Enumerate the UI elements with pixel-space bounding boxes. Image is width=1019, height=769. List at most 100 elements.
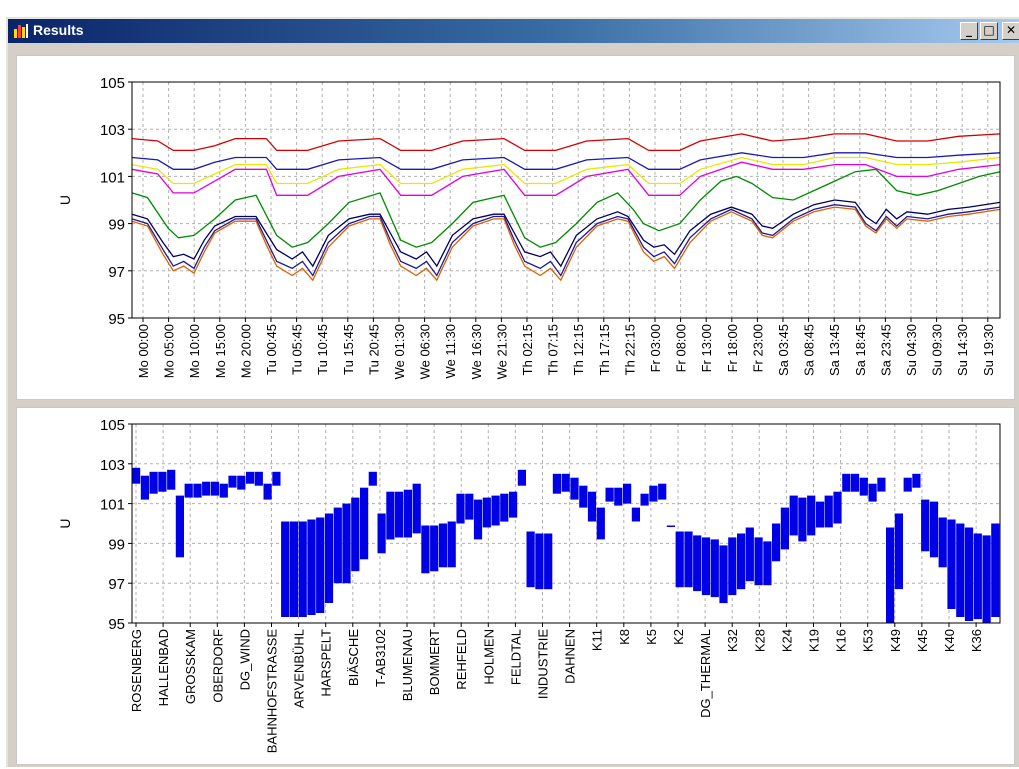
voltage-range-bar [149,471,158,494]
voltage-range-bar [728,537,737,596]
x-tick-label: FELDTAL [508,629,523,685]
y-tick-label: 101 [100,497,125,514]
voltage-range-bar [859,477,868,496]
voltage-range-bar [807,495,816,536]
voltage-range-bar [579,485,588,508]
voltage-range-bar [824,495,833,528]
voltage-range-bar [982,535,991,623]
voltage-range-bar [789,495,798,536]
y-tick-label: 99 [108,536,125,553]
x-tick-label: REHFELD [454,629,469,690]
plot-border [131,423,1001,624]
x-tick-label: Sa 03:45 [776,324,791,376]
voltage-range-bar [772,523,781,562]
voltage-range-bar [342,503,351,584]
x-tick-label: Fr 23:00 [750,324,765,372]
x-tick-label: BIÄSCHE [346,629,361,686]
voltage-range-bar [246,471,255,484]
x-tick-label: We 21:30 [494,324,509,379]
voltage-range-bar [219,483,228,498]
x-tick-label: We 11:30 [443,324,458,378]
x-tick-label: HOLMEN [481,629,496,685]
x-tick-label: K24 [779,629,794,652]
title-bar[interactable]: Results _ □ ✕ [8,19,1019,43]
y-tick-label: 103 [100,122,125,139]
x-tick-label: HARSPELT [319,629,334,697]
y-tick-label: 101 [100,169,125,186]
voltage-range-bar [316,517,325,613]
x-tick-label: Fr 08:00 [674,324,689,372]
voltage-range-bar [640,493,649,506]
voltage-range-bar [798,497,807,542]
voltage-range-bar [684,531,693,588]
x-tick-label: Mo 00:00 [136,324,151,378]
voltage-range-bar [877,477,886,492]
maximize-button[interactable]: □ [980,22,998,40]
x-tick-label: K5 [644,629,659,645]
x-tick-label: Fr 18:00 [725,324,740,372]
voltage-range-bar [377,513,386,554]
voltage-range-bar [693,535,702,592]
x-tick-label: Fr 03:00 [648,324,663,372]
voltage-range-bar [745,527,754,582]
x-tick-label: ROSENBERG [129,629,144,712]
voltage-series-line [131,199,1001,268]
voltage-range-bar [719,545,728,604]
voltage-range-bar [973,533,982,620]
close-button[interactable]: ✕ [1002,22,1019,40]
x-tick-label: DG_THERMAL [698,629,713,718]
voltage-node-bar-chart: 95 97 99 101 103 105 U ROSENBERG HALLENBAD GROSSK… [57,417,1001,754]
x-tick-label: Mo 20:00 [238,324,253,378]
voltage-range-bar [395,491,404,538]
voltage-range-bar [587,491,597,522]
voltage-range-bar [833,491,842,524]
minimize-button[interactable]: _ [960,22,978,40]
voltage-range-bar [903,477,912,492]
voltage-series-line [131,156,1001,185]
x-tick-label: K28 [752,629,767,652]
x-tick-label: Tu 00:45 [264,324,279,375]
x-tick-label: We 16:30 [469,324,484,379]
x-tick-label: DG_WIND [237,629,252,690]
voltage-range-bar [535,533,544,590]
voltage-range-bar [526,531,535,588]
voltage-range-bar [605,487,614,502]
x-tick-label: Sa 23:45 [878,324,893,376]
y-axis-label: U [57,518,73,528]
x-tick-label: Mo 15:00 [213,324,228,378]
x-tick-label: Mo 10:00 [187,324,202,378]
x-tick-label: BOMMERT [427,629,442,695]
voltage-range-bar [228,475,237,488]
x-tick-label: K32 [725,629,740,652]
y-tick-label: 103 [100,457,125,474]
results-content: 95 97 99 101 103 105 U Mo 00:00 Mo 05:00 Mo 10:00… [12,47,1017,765]
voltage-series-line [131,168,1001,248]
voltage-time-chart: 95 97 99 101 103 105 U Mo 00:00 Mo 05:00 Mo 10:00… [57,75,1001,379]
y-axis-label: U [57,195,73,205]
voltage-range-bar [447,521,456,568]
voltage-range-bar [184,483,193,498]
x-tick-label: K45 [915,629,930,652]
voltage-range-bar [517,469,526,486]
voltage-series-line [131,161,1001,196]
x-tick-label: Sa 08:45 [802,324,817,376]
x-tick-label: Su 04:30 [904,324,919,376]
voltage-range-bar [158,471,167,492]
plot-border [131,81,1001,319]
voltage-range-bar [561,473,570,492]
voltage-range-bar [210,481,220,496]
voltage-range-bar [438,523,448,568]
voltage-range-bar [894,513,903,590]
x-tick-label: BAHNHOFSTRASSE [265,629,280,754]
x-tick-label: We 06:30 [418,324,433,379]
voltage-range-bar [430,525,439,572]
bar-chart-app-icon [14,24,28,38]
voltage-range-bar [868,483,877,502]
voltage-range-bar [132,467,141,484]
x-tick-label: HALLENBAD [156,629,171,706]
voltage-range-bar [140,475,149,500]
voltage-range-bar [360,487,369,560]
x-tick-label: T-AB3102 [373,629,388,687]
results-window: Results _ □ ✕ 95 97 99 101 103 105 U Mo 00:00 Mo… [6,17,1019,767]
x-tick-label: Sa 13:45 [827,324,842,376]
